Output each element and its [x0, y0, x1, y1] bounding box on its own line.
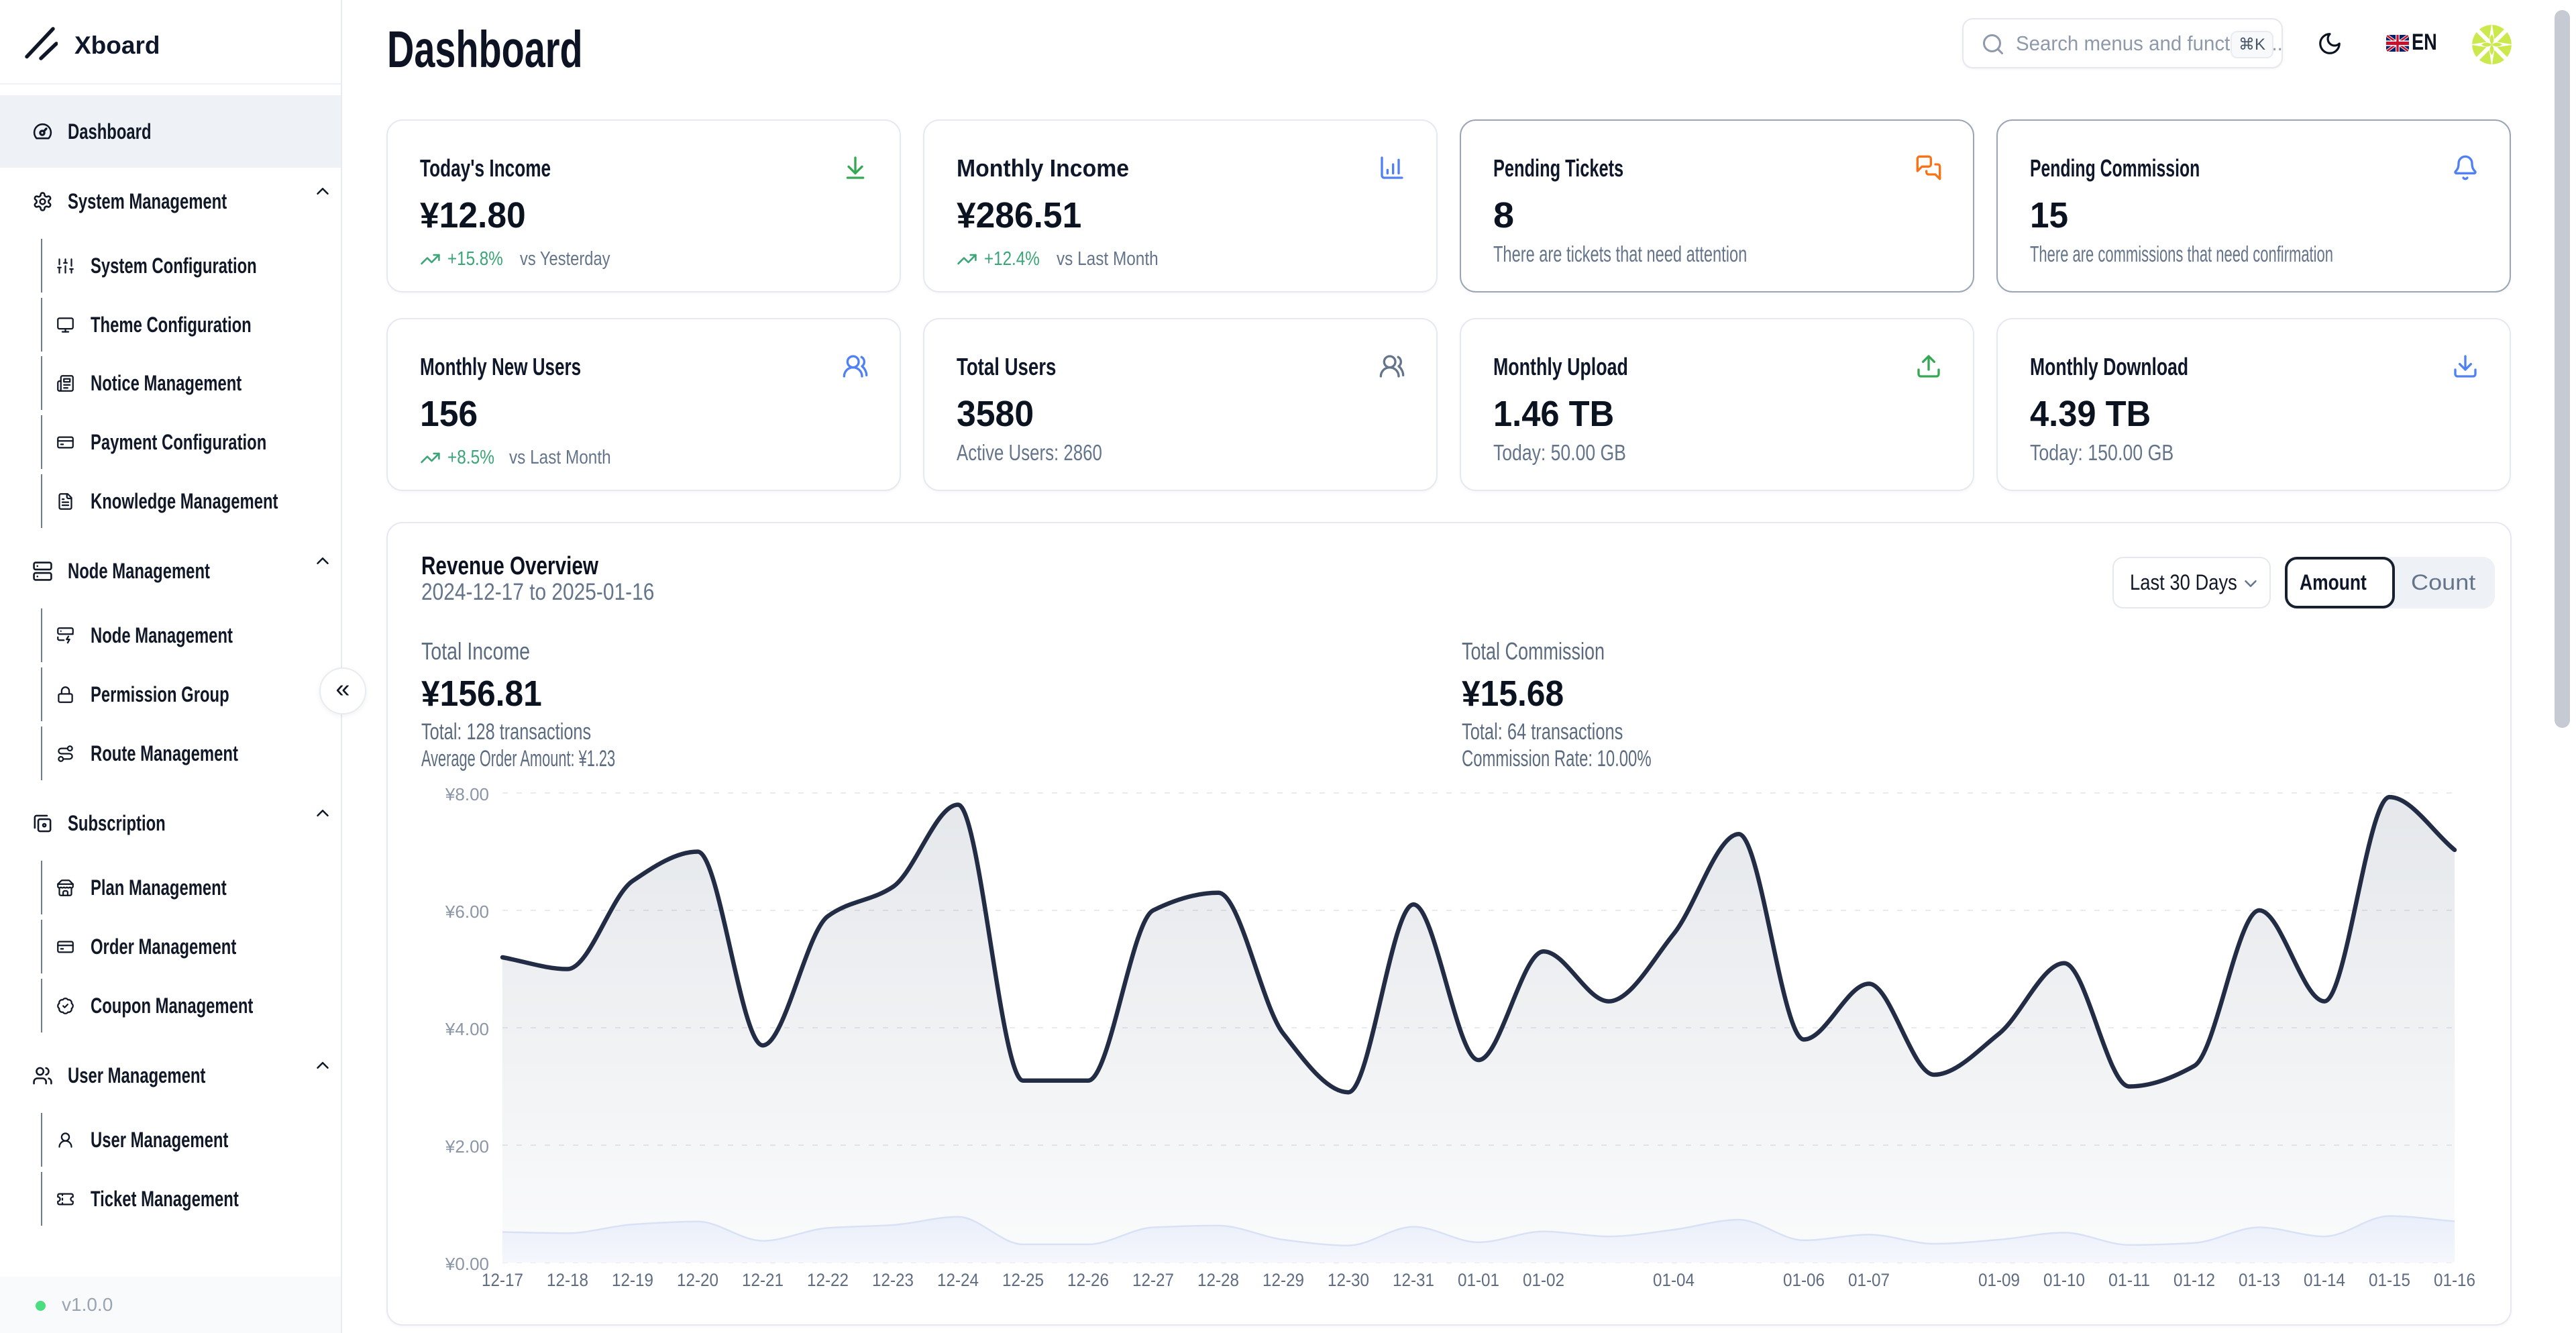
svg-text:12-19: 12-19	[612, 1270, 653, 1290]
svg-text:01-02: 01-02	[1523, 1270, 1564, 1290]
svg-text:¥8.00: ¥8.00	[445, 784, 489, 804]
svg-text:12-18: 12-18	[547, 1270, 588, 1290]
svg-text:12-26: 12-26	[1067, 1270, 1109, 1290]
svg-text:12-31: 12-31	[1393, 1270, 1434, 1290]
svg-text:01-07: 01-07	[1848, 1270, 1890, 1290]
svg-text:12-20: 12-20	[677, 1270, 718, 1290]
svg-text:¥0.00: ¥0.00	[445, 1254, 489, 1274]
svg-text:¥6.00: ¥6.00	[445, 902, 489, 922]
svg-text:01-01: 01-01	[1458, 1270, 1499, 1290]
svg-text:01-15: 01-15	[2369, 1270, 2410, 1290]
svg-text:12-29: 12-29	[1263, 1270, 1304, 1290]
svg-text:01-10: 01-10	[2043, 1270, 2085, 1290]
svg-text:12-23: 12-23	[872, 1270, 914, 1290]
svg-text:12-25: 12-25	[1002, 1270, 1044, 1290]
svg-text:01-13: 01-13	[2239, 1270, 2280, 1290]
svg-text:01-09: 01-09	[1978, 1270, 2020, 1290]
svg-text:12-28: 12-28	[1197, 1270, 1239, 1290]
svg-text:¥4.00: ¥4.00	[445, 1019, 489, 1039]
svg-text:12-30: 12-30	[1328, 1270, 1369, 1290]
svg-text:¥2.00: ¥2.00	[445, 1136, 489, 1157]
svg-text:12-17: 12-17	[482, 1270, 523, 1290]
svg-text:12-22: 12-22	[807, 1270, 849, 1290]
svg-text:01-12: 01-12	[2174, 1270, 2215, 1290]
svg-text:01-11: 01-11	[2108, 1270, 2150, 1290]
svg-text:01-06: 01-06	[1783, 1270, 1825, 1290]
svg-text:12-21: 12-21	[742, 1270, 784, 1290]
svg-text:12-24: 12-24	[937, 1270, 979, 1290]
svg-text:01-16: 01-16	[2434, 1270, 2475, 1290]
svg-text:01-04: 01-04	[1653, 1270, 1695, 1290]
svg-text:12-27: 12-27	[1132, 1270, 1174, 1290]
svg-text:01-14: 01-14	[2304, 1270, 2345, 1290]
